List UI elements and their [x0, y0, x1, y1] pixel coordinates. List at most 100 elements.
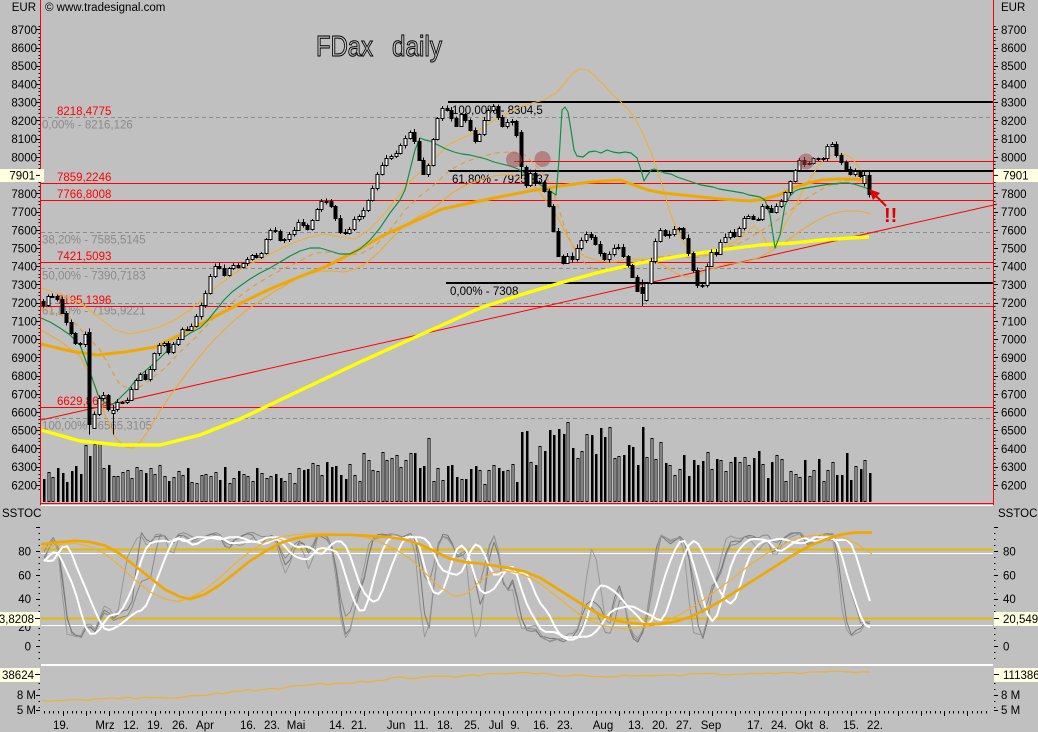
svg-text:40: 40	[1003, 594, 1016, 606]
svg-text:100,00% - 6565,3105: 100,00% - 6565,3105	[42, 421, 152, 433]
svg-text:7400: 7400	[1001, 262, 1027, 274]
svg-text:6900: 6900	[11, 353, 37, 365]
svg-text:8200: 8200	[1001, 116, 1027, 128]
svg-text:80: 80	[1003, 547, 1016, 559]
svg-text:6900: 6900	[1001, 353, 1027, 365]
svg-text:19.: 19.	[53, 720, 69, 732]
svg-text:8300: 8300	[11, 98, 37, 110]
svg-text:23.: 23.	[557, 720, 573, 732]
svg-text:7766,8008: 7766,8008	[57, 189, 111, 201]
svg-text:8100: 8100	[1001, 134, 1027, 146]
svg-text:Jun: Jun	[387, 720, 406, 732]
svg-text:0: 0	[25, 642, 31, 654]
svg-text:24.: 24.	[771, 720, 787, 732]
svg-text:8600: 8600	[11, 43, 37, 55]
svg-text:6300: 6300	[1001, 462, 1027, 474]
svg-text:7500: 7500	[11, 244, 37, 256]
svg-text:7000: 7000	[1001, 335, 1027, 347]
svg-text:8300: 8300	[1001, 98, 1027, 110]
svg-text:daily: daily	[392, 31, 442, 63]
svg-text:7421,5093: 7421,5093	[57, 251, 111, 263]
svg-text:SSTOC: SSTOC	[998, 508, 1037, 520]
svg-text:8400: 8400	[1001, 80, 1027, 92]
svg-text:6200: 6200	[1001, 480, 1027, 492]
svg-text:© www.tradesignal.com: © www.tradesignal.com	[45, 2, 165, 14]
svg-text:0,00% - 7308: 0,00% - 7308	[450, 286, 518, 298]
svg-text:19.: 19.	[147, 720, 163, 732]
svg-text:7800: 7800	[1001, 189, 1027, 201]
svg-text:8700: 8700	[1001, 25, 1027, 37]
svg-text:8700: 8700	[11, 25, 37, 37]
svg-text:7859,2246: 7859,2246	[57, 172, 111, 184]
svg-text:12.: 12.	[123, 720, 139, 732]
svg-text:6700: 6700	[11, 389, 37, 401]
svg-text:8500: 8500	[11, 61, 37, 73]
svg-text:0: 0	[1003, 642, 1009, 654]
svg-text:3,8208: 3,8208	[0, 614, 34, 626]
svg-text:Okt: Okt	[795, 720, 814, 732]
svg-text:40: 40	[18, 594, 31, 606]
svg-text:6400: 6400	[11, 444, 37, 456]
svg-text:7600: 7600	[1001, 225, 1027, 237]
svg-text:Sep: Sep	[701, 720, 721, 732]
svg-text:6600: 6600	[11, 408, 37, 420]
svg-text:8500: 8500	[1001, 61, 1027, 73]
svg-text:21.: 21.	[351, 720, 367, 732]
svg-text:7100: 7100	[1001, 316, 1027, 328]
svg-text:8000: 8000	[1001, 152, 1027, 164]
svg-text:EUR: EUR	[12, 2, 36, 14]
svg-text:8000: 8000	[11, 152, 37, 164]
svg-text:9.: 9.	[510, 720, 520, 732]
svg-text:13.: 13.	[628, 720, 644, 732]
svg-text:8100: 8100	[11, 134, 37, 146]
svg-text:22.: 22.	[867, 720, 883, 732]
svg-text:5 M: 5 M	[1001, 705, 1020, 717]
svg-text:6200: 6200	[11, 480, 37, 492]
svg-text:6400: 6400	[1001, 444, 1027, 456]
svg-text:8218,4775: 8218,4775	[57, 106, 111, 118]
svg-text:6800: 6800	[11, 371, 37, 383]
svg-text:20.: 20.	[652, 720, 668, 732]
svg-text:20,549: 20,549	[1003, 614, 1038, 626]
svg-text:27.: 27.	[676, 720, 692, 732]
svg-text:7000: 7000	[11, 335, 37, 347]
svg-text:8.: 8.	[819, 720, 829, 732]
svg-text:16.: 16.	[240, 720, 256, 732]
svg-text:60: 60	[1003, 570, 1016, 582]
svg-text:7700: 7700	[1001, 207, 1027, 219]
svg-text:6300: 6300	[11, 462, 37, 474]
svg-text:61,80% - 7195,9221: 61,80% - 7195,9221	[42, 306, 146, 318]
svg-text:50,00% - 7390,7183: 50,00% - 7390,7183	[42, 271, 146, 283]
svg-text:8400: 8400	[11, 80, 37, 92]
svg-text:15.: 15.	[843, 720, 859, 732]
svg-text:5 M: 5 M	[17, 705, 36, 717]
svg-text:SSTOC: SSTOC	[2, 508, 41, 520]
svg-text:7800: 7800	[11, 189, 37, 201]
svg-text:17.: 17.	[747, 720, 763, 732]
svg-text:FDax: FDax	[316, 31, 373, 63]
svg-text:6700: 6700	[1001, 389, 1027, 401]
svg-text:6600: 6600	[1001, 408, 1027, 420]
svg-text:111386: 111386	[1003, 670, 1038, 682]
svg-text:Mai: Mai	[287, 720, 306, 732]
svg-text:7500: 7500	[1001, 244, 1027, 256]
svg-text:16.: 16.	[533, 720, 549, 732]
svg-text:6500: 6500	[11, 426, 37, 438]
svg-text:8 M: 8 M	[17, 690, 36, 702]
svg-text:Aug: Aug	[593, 720, 613, 732]
svg-text:8 M: 8 M	[1001, 690, 1020, 702]
svg-text:7100: 7100	[11, 316, 37, 328]
svg-text:7200: 7200	[1001, 298, 1027, 310]
svg-text:23.: 23.	[264, 720, 280, 732]
svg-text:7195,1396: 7195,1396	[57, 295, 111, 307]
svg-text:80: 80	[18, 547, 31, 559]
svg-text:6500: 6500	[1001, 426, 1027, 438]
svg-text:7300: 7300	[11, 280, 37, 292]
svg-text:18.: 18.	[437, 720, 453, 732]
svg-text:7200: 7200	[11, 298, 37, 310]
svg-text:7901: 7901	[1003, 171, 1029, 183]
svg-text:60: 60	[18, 570, 31, 582]
svg-text:Jul: Jul	[489, 720, 504, 732]
svg-text:26.: 26.	[172, 720, 188, 732]
svg-text:7600: 7600	[11, 225, 37, 237]
